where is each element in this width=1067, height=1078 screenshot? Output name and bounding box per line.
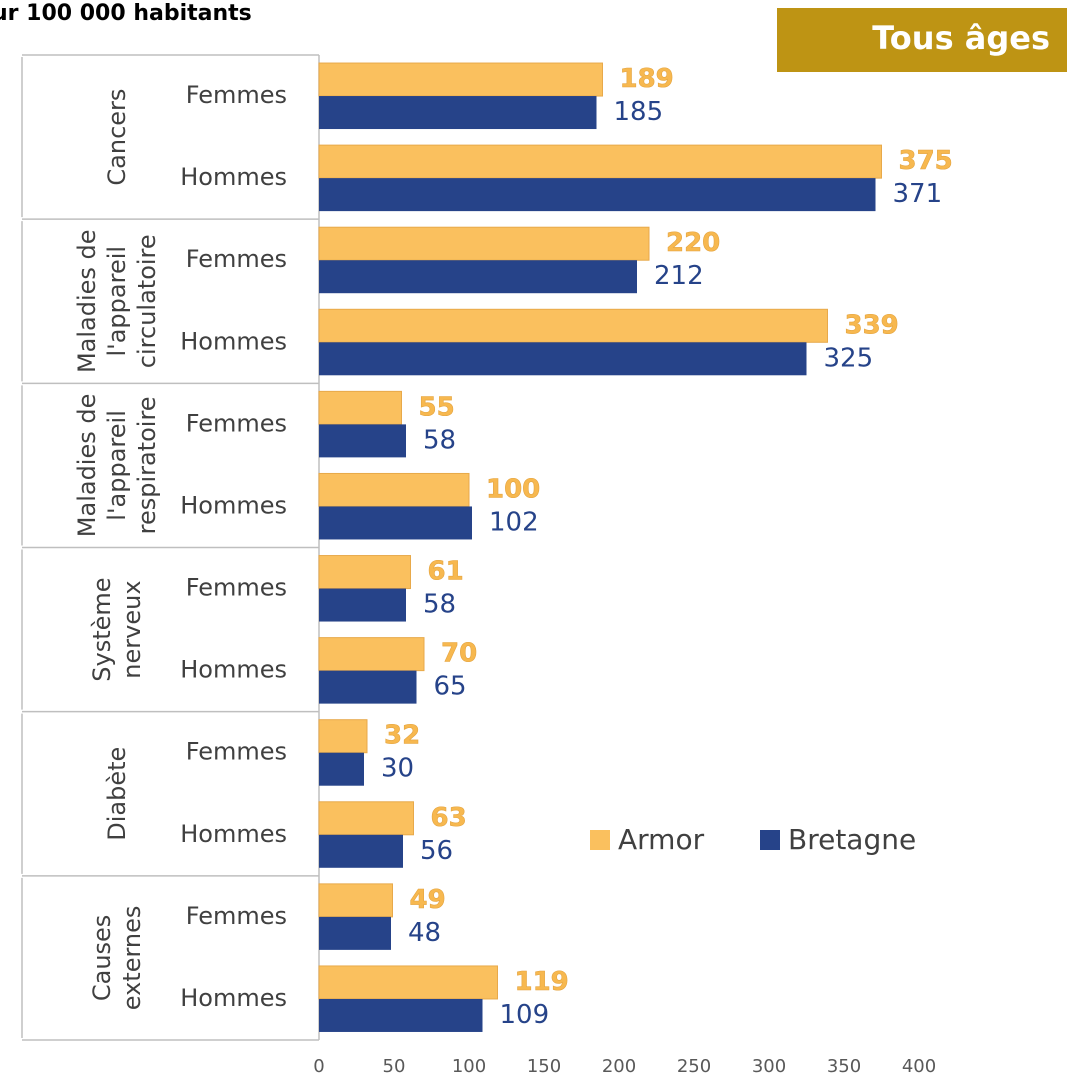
x-tick-label: 250 bbox=[677, 1056, 711, 1077]
data-label: 185 bbox=[614, 97, 664, 127]
bar bbox=[319, 424, 406, 458]
category-label: Hommes bbox=[180, 163, 287, 191]
data-label: 119 bbox=[515, 967, 569, 997]
bar bbox=[319, 670, 417, 704]
category-label: Hommes bbox=[180, 984, 287, 1012]
bar bbox=[318, 801, 414, 836]
bar bbox=[318, 719, 368, 754]
data-label: 371 bbox=[893, 179, 943, 209]
category-label: Femmes bbox=[186, 245, 287, 273]
data-label: 58 bbox=[423, 425, 456, 455]
data-label: 63 bbox=[431, 803, 467, 833]
bar bbox=[319, 260, 637, 294]
data-label: 32 bbox=[384, 721, 420, 751]
x-tick-label: 400 bbox=[902, 1056, 936, 1077]
bar bbox=[318, 390, 402, 425]
data-label: 70 bbox=[441, 639, 477, 669]
data-label: 339 bbox=[845, 310, 899, 340]
legend-label: Bretagne bbox=[788, 823, 916, 856]
category-label: Hommes bbox=[180, 491, 287, 519]
group-label: Causes bbox=[88, 915, 116, 1001]
bar bbox=[319, 506, 472, 540]
bar bbox=[318, 472, 470, 507]
group-label: Maladies de bbox=[73, 394, 101, 538]
group-label: Maladies de bbox=[73, 229, 101, 373]
bar bbox=[319, 342, 807, 376]
data-label: 220 bbox=[666, 228, 720, 258]
category-label: Femmes bbox=[186, 81, 287, 109]
group-label: nerveux bbox=[118, 580, 146, 678]
bar bbox=[318, 226, 650, 261]
badge: Tous âges bbox=[872, 19, 1050, 57]
bar bbox=[318, 555, 411, 590]
data-label: 49 bbox=[410, 885, 446, 915]
x-tick-label: 350 bbox=[827, 1056, 861, 1077]
data-label: 375 bbox=[899, 146, 953, 176]
x-tick-label: 150 bbox=[527, 1056, 561, 1077]
group-label: externes bbox=[118, 906, 146, 1011]
group-label: l'appareil bbox=[103, 246, 131, 357]
category-label: Femmes bbox=[186, 409, 287, 437]
group-label: Cancers bbox=[103, 89, 131, 186]
chart-title: ur 100 000 habitants bbox=[0, 1, 252, 26]
bar bbox=[318, 144, 882, 179]
group-label: respiratoire bbox=[133, 396, 161, 534]
badge-box bbox=[777, 8, 1067, 72]
data-label: 189 bbox=[620, 64, 674, 94]
category-label: Femmes bbox=[186, 738, 287, 766]
bar bbox=[318, 62, 603, 97]
x-tick-label: 0 bbox=[313, 1056, 324, 1077]
data-label: 109 bbox=[500, 1000, 550, 1030]
bar bbox=[319, 178, 876, 212]
group-label: l'appareil bbox=[103, 410, 131, 521]
legend-swatch bbox=[760, 830, 780, 850]
x-tick-label: 200 bbox=[602, 1056, 636, 1077]
data-label: 102 bbox=[489, 507, 539, 537]
data-label: 48 bbox=[408, 918, 441, 948]
group-label: circulatoire bbox=[133, 234, 161, 368]
group-label: Diabète bbox=[103, 747, 131, 841]
category-label: Hommes bbox=[180, 656, 287, 684]
category-label: Femmes bbox=[186, 574, 287, 602]
bar bbox=[319, 588, 406, 622]
bar bbox=[319, 998, 483, 1032]
bar bbox=[319, 834, 403, 868]
data-label: 212 bbox=[654, 261, 704, 291]
data-label: 65 bbox=[434, 672, 467, 702]
category-label: Femmes bbox=[186, 902, 287, 930]
group-label: Système bbox=[88, 577, 116, 681]
data-label: 58 bbox=[423, 590, 456, 620]
data-label: 55 bbox=[419, 392, 455, 422]
bar bbox=[318, 883, 393, 918]
data-label: 30 bbox=[381, 754, 414, 784]
category-label: Hommes bbox=[180, 820, 287, 848]
category-label: Hommes bbox=[180, 327, 287, 355]
x-tick-label: 100 bbox=[452, 1056, 486, 1077]
bar bbox=[319, 96, 597, 130]
legend-swatch bbox=[590, 830, 610, 850]
x-tick-label: 300 bbox=[752, 1056, 786, 1077]
data-label: 325 bbox=[824, 343, 874, 373]
x-tick-label: 50 bbox=[383, 1056, 406, 1077]
legend-label: Armor bbox=[618, 823, 705, 856]
bar bbox=[319, 752, 364, 786]
data-label: 56 bbox=[420, 836, 453, 866]
bar bbox=[319, 916, 391, 950]
bar bbox=[318, 965, 498, 1000]
data-label: 61 bbox=[428, 557, 464, 587]
bar bbox=[318, 308, 828, 343]
data-label: 100 bbox=[486, 474, 540, 504]
bar bbox=[318, 637, 425, 672]
